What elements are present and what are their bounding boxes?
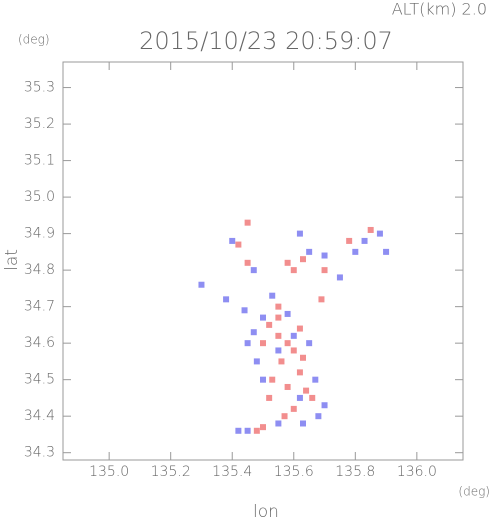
point: [361, 237, 368, 244]
point: [296, 230, 303, 237]
x-tick-label: 135.0: [89, 464, 129, 480]
point: [306, 248, 313, 255]
y-tick-label: 35.2: [24, 116, 55, 132]
x-tick-label: 135.4: [212, 464, 252, 480]
point: [300, 354, 306, 361]
point: [284, 383, 291, 390]
y-tick-label: 34.7: [24, 299, 55, 315]
x-tick-label: 135.8: [335, 464, 375, 480]
point: [284, 310, 291, 317]
point: [244, 340, 251, 347]
point: [336, 274, 343, 281]
point: [376, 230, 383, 237]
point: [266, 394, 273, 401]
point: [306, 340, 313, 347]
plot-frame: [62, 61, 464, 461]
x-tick-label: 135.6: [274, 464, 314, 480]
point: [300, 420, 306, 427]
y-tick-label: 34.5: [24, 372, 55, 388]
y-tick-label: 34.6: [24, 335, 55, 351]
y-unit: (deg): [18, 33, 50, 47]
point: [269, 292, 276, 299]
point: [315, 413, 322, 420]
point: [244, 219, 251, 226]
point: [235, 241, 242, 248]
y-tick-label: 35.3: [24, 80, 55, 96]
point: [321, 252, 328, 259]
x-axis-label: lon: [253, 502, 279, 521]
point: [260, 340, 266, 347]
point: [244, 427, 251, 434]
y-axis-label: lat: [2, 249, 22, 271]
point: [296, 325, 303, 332]
point: [235, 427, 242, 434]
point: [321, 402, 328, 409]
point: [296, 369, 303, 376]
y-tick-label: 34.3: [24, 445, 55, 461]
point: [260, 424, 266, 431]
point: [290, 267, 297, 274]
x-tick-label: 135.2: [151, 464, 191, 480]
point: [346, 237, 353, 244]
point: [269, 376, 276, 383]
point: [260, 314, 266, 321]
point: [278, 358, 285, 365]
point: [290, 347, 297, 354]
point: [260, 376, 266, 383]
chart-title: 2015/10/23 20:59:07: [139, 27, 393, 55]
y-tick-label: 34.9: [24, 226, 55, 242]
point: [367, 226, 374, 233]
point: [223, 296, 230, 303]
point: [253, 427, 260, 434]
point: [290, 332, 297, 339]
point: [284, 259, 291, 266]
x-unit: (deg): [458, 485, 490, 499]
y-tick-label: 35.1: [24, 153, 55, 169]
point: [250, 267, 257, 274]
point: [241, 307, 248, 314]
point: [253, 358, 260, 365]
point: [250, 329, 257, 336]
point: [303, 387, 310, 394]
point: [309, 394, 316, 401]
point: [300, 256, 306, 263]
point: [275, 303, 282, 310]
point: [229, 237, 236, 244]
point: [284, 340, 291, 347]
point: [281, 413, 288, 420]
point: [275, 332, 282, 339]
point: [275, 347, 282, 354]
point: [383, 248, 390, 255]
point: [312, 376, 319, 383]
point: [352, 248, 359, 255]
y-tick-label: 35.0: [24, 189, 55, 205]
point: [198, 281, 205, 288]
point: [275, 314, 282, 321]
point: [318, 296, 325, 303]
point: [296, 394, 303, 401]
point: [266, 321, 273, 328]
point: [275, 420, 282, 427]
x-tick-label: 136.0: [397, 464, 437, 480]
point: [244, 259, 251, 266]
point: [290, 405, 297, 412]
y-tick-label: 34.4: [24, 408, 55, 424]
altitude-label: ALT(km) 2.0: [392, 0, 487, 19]
point: [321, 267, 328, 274]
y-tick-label: 34.8: [24, 262, 55, 278]
